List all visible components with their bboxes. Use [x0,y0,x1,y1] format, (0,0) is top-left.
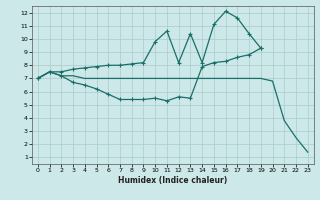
X-axis label: Humidex (Indice chaleur): Humidex (Indice chaleur) [118,176,228,185]
